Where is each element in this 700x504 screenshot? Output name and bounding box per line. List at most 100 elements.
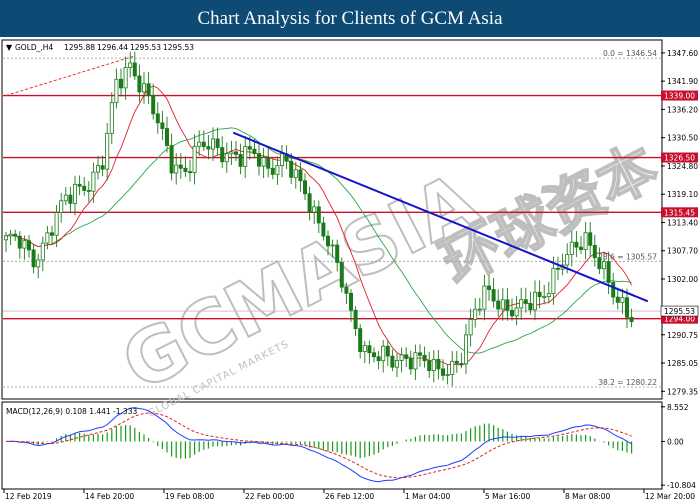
candle-body	[491, 289, 496, 302]
macd-tick-label: 8.552	[667, 403, 689, 412]
candle-body	[348, 292, 353, 311]
candle-body	[63, 194, 68, 202]
candle-body	[261, 157, 266, 167]
candle-body	[579, 246, 584, 251]
ohlc-high: 1296.44	[97, 43, 128, 52]
candle-body	[298, 169, 303, 182]
candle-body	[160, 122, 165, 129]
candle-body	[82, 185, 87, 191]
triangle-icon: ▼	[6, 43, 13, 52]
candle-body	[588, 232, 593, 246]
candle-body	[399, 354, 404, 361]
candle-body	[602, 261, 607, 270]
candle-body	[533, 291, 538, 311]
candle-body	[381, 345, 386, 362]
candle-body	[496, 300, 501, 310]
candle-body	[229, 151, 234, 155]
candle-body	[26, 240, 31, 251]
candle-body	[4, 235, 9, 241]
candle-body	[100, 165, 105, 170]
dashed-channel-line	[5, 55, 135, 96]
candle-body	[307, 193, 312, 213]
candle-body	[468, 319, 473, 336]
y-tick-label: 1336.20	[667, 105, 698, 114]
candle-body	[224, 153, 229, 163]
candle-body	[73, 183, 78, 204]
level-label: 1339.00	[664, 92, 695, 101]
candle-body	[174, 164, 179, 174]
candle-body	[123, 67, 128, 89]
candle-body	[17, 235, 22, 249]
candle-body	[155, 113, 160, 124]
candle-body	[59, 200, 64, 213]
candle-body	[394, 360, 399, 368]
y-tick-label: 1324.80	[667, 162, 698, 171]
y-tick-label: 1319.10	[667, 190, 698, 199]
candle-body	[611, 282, 616, 298]
candle-body	[128, 62, 133, 68]
macd-signal-line	[5, 412, 632, 479]
candle-body	[68, 194, 73, 204]
candle-body	[178, 164, 183, 169]
candle-body	[615, 296, 620, 303]
candle-body	[275, 165, 280, 175]
candle-body	[625, 297, 630, 318]
candle-body	[86, 190, 91, 192]
candle-body	[413, 352, 418, 370]
candle-body	[431, 358, 436, 372]
candle-body	[569, 241, 574, 256]
candle-body	[141, 83, 146, 93]
candle-body	[565, 254, 570, 266]
y-tick-label: 1313.40	[667, 218, 698, 227]
candle-body	[344, 286, 349, 294]
candle-body	[546, 293, 551, 298]
chart-title: Chart Analysis for Clients of GCM Asia	[0, 0, 700, 37]
candle-body	[454, 360, 459, 364]
candle-body	[477, 308, 482, 311]
candle-body	[505, 299, 510, 311]
ohlc-open: 1295.88	[64, 43, 95, 52]
y-tick-label: 1290.75	[667, 331, 698, 340]
candle-body	[422, 354, 427, 362]
y-tick-label: 1330.50	[667, 134, 698, 143]
ohlc-close: 1295.53	[163, 43, 194, 52]
candle-body	[371, 352, 376, 358]
candle-body	[523, 299, 528, 304]
candle-body	[215, 138, 220, 148]
candle-body	[408, 358, 413, 370]
fib-label: 23.6 = 1305.57	[598, 252, 657, 261]
candle-body	[339, 262, 344, 288]
candle-body	[597, 257, 602, 270]
candle-body	[206, 146, 211, 150]
y-tick-label: 1279.35	[667, 387, 698, 396]
candle-body	[519, 299, 524, 309]
candle-body	[528, 303, 533, 311]
macd-label: MACD(12,26,9) 0.108 1.441 -1.333	[6, 407, 137, 416]
y-tick-label: 1347.60	[667, 49, 698, 58]
candle-body	[436, 358, 441, 370]
candle-body	[542, 296, 547, 299]
candle-body	[8, 233, 13, 237]
level-label-bg	[661, 207, 698, 218]
ohlc-low: 1295.53	[130, 43, 161, 52]
candle-body	[445, 374, 450, 376]
candle-body	[210, 138, 215, 150]
candle-body	[45, 232, 50, 244]
candle-body	[132, 62, 137, 77]
candle-body	[583, 232, 588, 251]
candle-body	[390, 355, 395, 368]
candle-body	[40, 242, 45, 261]
symbol-label: GOLD_,H4	[15, 43, 53, 52]
level-label: 1326.50	[664, 154, 695, 163]
candle-body	[119, 78, 124, 89]
y-tick-label: 1307.70	[667, 247, 698, 256]
chart-area: GCMASIA 环球资本 GLOBAL CAPITAL MARKETS 1347…	[0, 37, 700, 501]
candle-body	[289, 160, 294, 178]
candle-body	[440, 368, 445, 376]
level-label-bg	[661, 313, 698, 324]
candle-body	[137, 75, 142, 93]
candle-body	[36, 259, 41, 268]
x-tick-label: 1 Mar 04:00	[405, 492, 451, 500]
candle-body	[220, 147, 225, 163]
ma-slow-line	[5, 127, 632, 354]
